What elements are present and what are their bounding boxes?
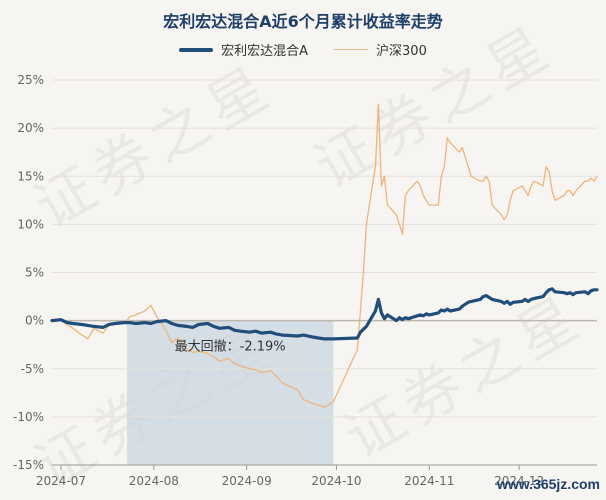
y-tick-label: 20% — [17, 121, 44, 135]
x-tick-label: 2024-10 — [311, 474, 361, 488]
y-tick-label: 0% — [25, 314, 44, 328]
x-tick-label: 2024-12 — [494, 474, 544, 488]
series-line-index — [51, 103, 598, 408]
legend-label-fund: 宏利宏达混合A — [221, 44, 309, 59]
y-tick-label: -5% — [21, 362, 44, 376]
y-tick-label: 15% — [17, 169, 44, 183]
chart-title: 宏利宏达混合A近6个月累计收益率走势 — [163, 12, 443, 31]
x-tick-label: 2024-09 — [222, 474, 272, 488]
x-tick-label: 2024-11 — [404, 474, 454, 488]
y-tick-label: 25% — [17, 73, 44, 87]
site-label: www.365jz.com — [497, 476, 600, 492]
y-tick-label: 10% — [17, 217, 44, 231]
chart-legend: 宏利宏达混合A 沪深300 — [0, 40, 606, 59]
legend-label-index: 沪深300 — [376, 44, 427, 59]
legend-item-fund[interactable]: 宏利宏达混合A — [179, 40, 308, 59]
legend-item-index[interactable]: 沪深300 — [334, 40, 427, 59]
y-tick-label: -10% — [13, 410, 44, 424]
x-tick-label: 2024-08 — [129, 474, 179, 488]
legend-swatch-index — [334, 48, 369, 51]
drawdown-label: 最大回撤：-2.19% — [175, 338, 286, 354]
y-tick-label: 5% — [25, 266, 44, 280]
series-line-fund — [50, 287, 599, 341]
legend-swatch-fund — [179, 47, 214, 52]
y-tick-label: -15% — [13, 458, 44, 472]
x-tick-label: 2024-07 — [36, 474, 86, 488]
